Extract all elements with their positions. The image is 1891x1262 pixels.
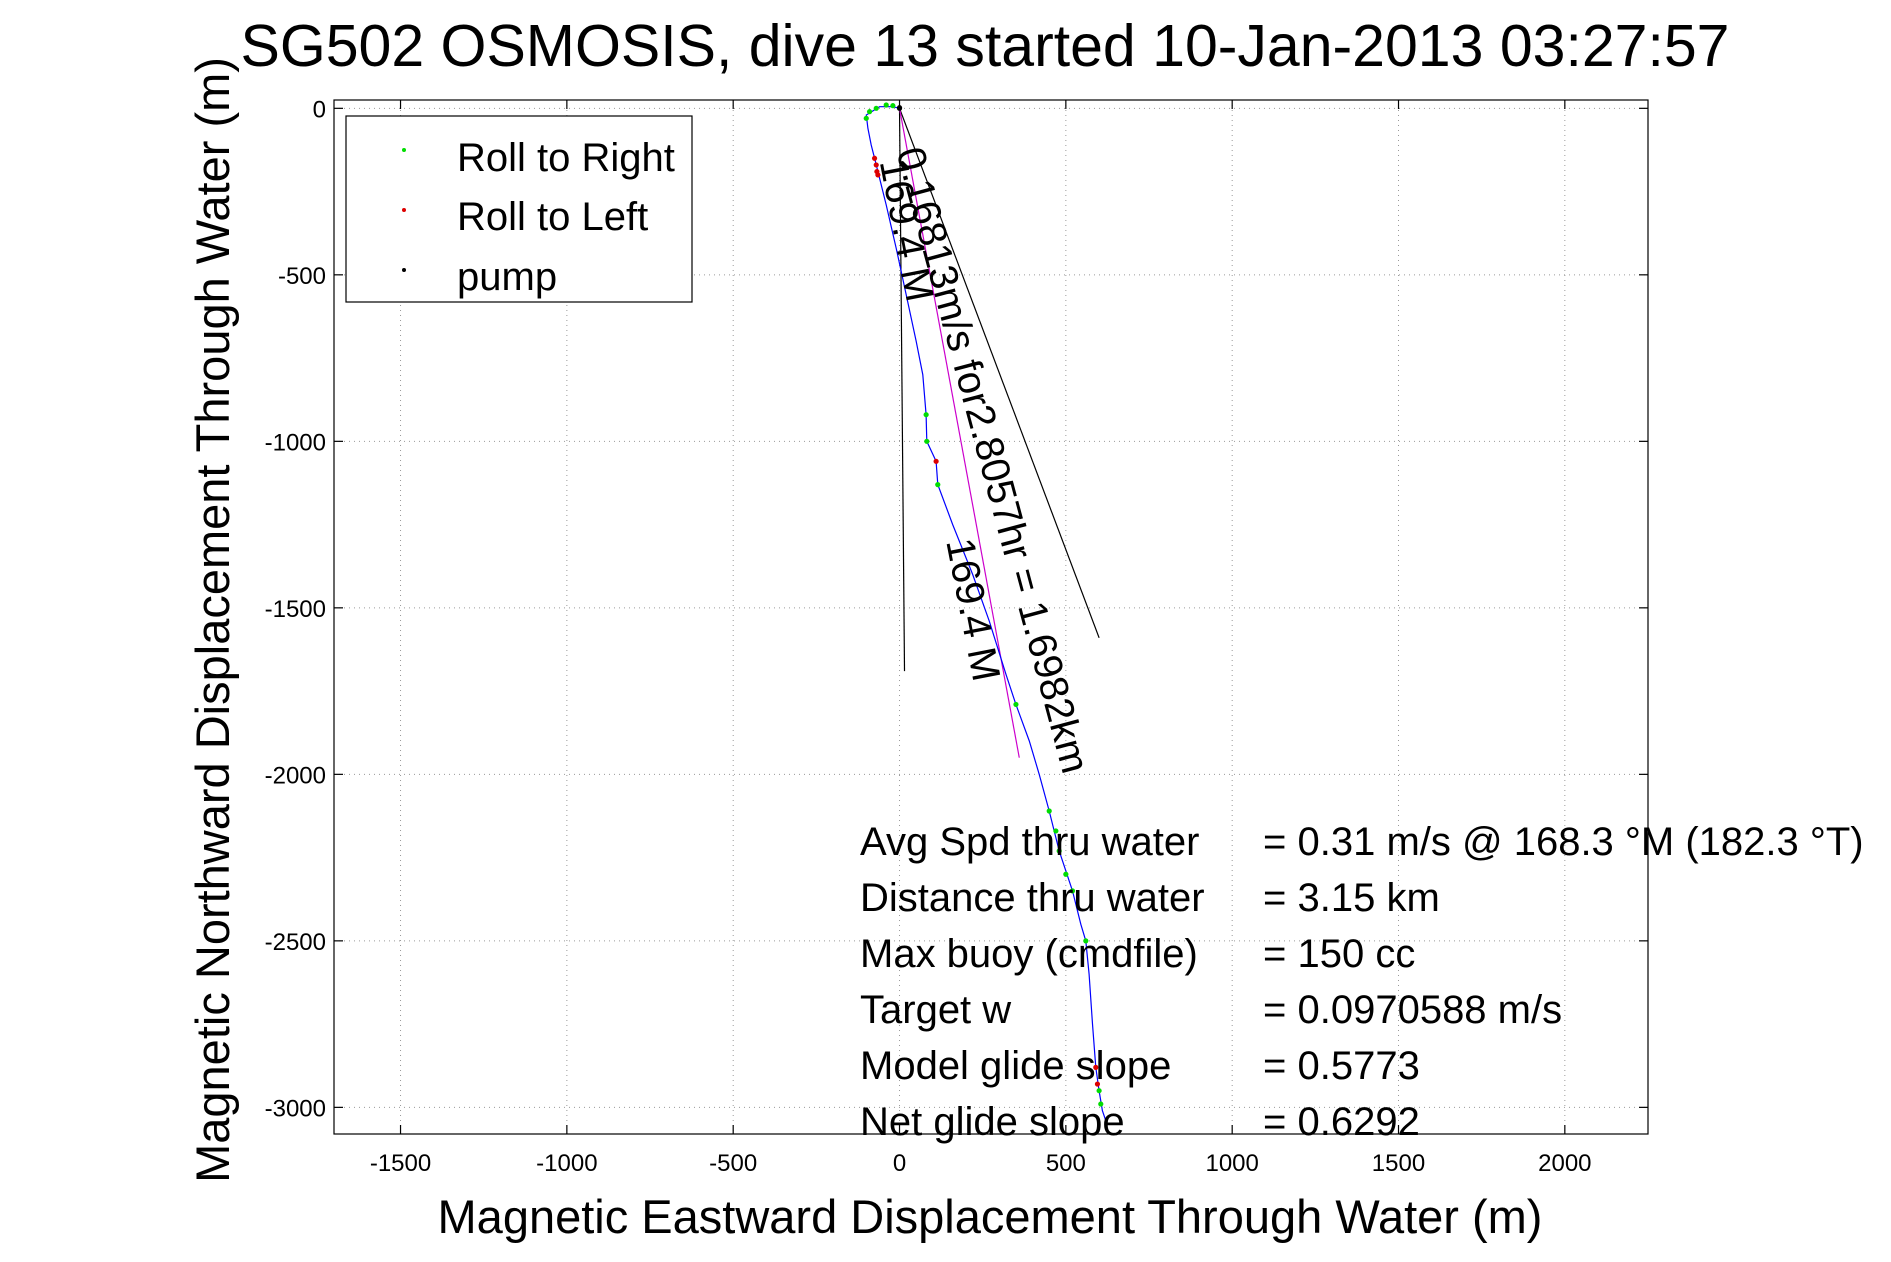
stats-block: Avg Spd thru water = 0.31 m/s @ 168.3 °M … xyxy=(860,820,1864,1144)
point-roll-to-right xyxy=(935,482,941,488)
point-roll-to-right xyxy=(1063,871,1069,877)
chart-title: SG502 OSMOSIS, dive 13 started 10-Jan-20… xyxy=(240,13,1729,79)
y-tick-label: -2500 xyxy=(265,929,326,956)
stat-label: Distance thru water xyxy=(860,876,1205,920)
reference-line xyxy=(898,108,1100,639)
x-tick-label: -500 xyxy=(709,1150,757,1177)
track-line xyxy=(865,106,1107,1121)
point-roll-to-right xyxy=(1053,828,1059,834)
point-roll-to-right xyxy=(1083,938,1089,944)
legend-label-pump: pump xyxy=(457,255,557,299)
x-tick-label: 1500 xyxy=(1372,1150,1425,1177)
point-roll-to-right xyxy=(1056,848,1062,854)
reference-line xyxy=(898,108,906,672)
plot-frame xyxy=(333,99,1649,1135)
y-tick-label: -2000 xyxy=(265,762,326,789)
stat-value: = 0.0970588 m/s xyxy=(1263,988,1562,1032)
legend-marker-pump xyxy=(402,268,406,272)
stat-label: Max buoy (cmdfile) xyxy=(860,932,1198,976)
point-roll-to-right xyxy=(1046,808,1052,814)
stat-value: = 0.5773 xyxy=(1263,1044,1420,1088)
y-tick-label: -500 xyxy=(278,263,326,290)
point-roll-to-right xyxy=(1096,1088,1102,1094)
legend-label-roll-left: Roll to Left xyxy=(457,195,648,239)
point-roll-to-left xyxy=(1094,1081,1101,1087)
point-roll-to-left xyxy=(1093,1064,1099,1070)
reference-line xyxy=(898,108,1020,758)
point-roll-to-right xyxy=(866,109,873,115)
point-roll-to-right xyxy=(890,103,896,109)
legend-marker-roll-right xyxy=(402,148,406,152)
point-roll-to-right xyxy=(1013,701,1019,708)
point-roll-to-left xyxy=(875,172,881,178)
x-tick-label: 0 xyxy=(893,1150,906,1177)
x-tick-label: -1500 xyxy=(370,1150,431,1177)
point-roll-to-right xyxy=(924,438,930,444)
stat-value: = 3.15 km xyxy=(1263,876,1440,920)
x-tick-label: 500 xyxy=(1046,1150,1086,1177)
points-layer xyxy=(863,102,1104,1107)
point-roll-to-right xyxy=(923,412,929,418)
y-tick-label: -3000 xyxy=(265,1095,326,1122)
y-ticks: 0 -500 -1000 -1500 -2000 -2500 -3000 xyxy=(265,96,1648,1122)
legend-label-roll-right: Roll to Right xyxy=(457,136,675,180)
stat-label: Target w xyxy=(860,988,1011,1032)
point-roll-to-right xyxy=(863,115,869,121)
point-roll-to-right xyxy=(873,105,879,111)
stat-value: = 0.6292 xyxy=(1263,1100,1420,1144)
point-roll-to-left xyxy=(933,458,939,464)
point-roll-to-right xyxy=(1098,1101,1104,1107)
track-layer xyxy=(865,106,1107,1121)
stat-value: = 0.31 m/s @ 168.3 °M (182.3 °T) xyxy=(1263,820,1864,864)
legend: Roll to Right Roll to Left pump xyxy=(345,115,693,303)
point-roll-to-left xyxy=(873,162,879,168)
stat-label: Avg Spd thru water xyxy=(860,820,1199,864)
y-axis-label: Magnetic Northward Displacement Through … xyxy=(186,57,239,1183)
stat-label: Net glide slope xyxy=(860,1100,1125,1144)
x-ticks: -1500 -1000 -500 0 500 1000 1500 2000 xyxy=(370,100,1592,1177)
y-tick-label: -1500 xyxy=(265,596,326,623)
x-tick-label: 2000 xyxy=(1538,1150,1591,1177)
stat-value: = 150 cc xyxy=(1263,932,1415,976)
x-axis-label: Magnetic Eastward Displacement Through W… xyxy=(438,1190,1543,1243)
legend-marker-roll-left xyxy=(402,208,406,212)
x-tick-label: -1000 xyxy=(536,1150,597,1177)
point-roll-to-left xyxy=(871,155,878,161)
y-tick-label: 0 xyxy=(313,96,326,123)
y-tick-label: -1000 xyxy=(265,429,326,456)
x-tick-label: 1000 xyxy=(1205,1150,1258,1177)
reference-lines xyxy=(898,108,1100,758)
point-roll-to-right xyxy=(883,102,889,108)
stat-label: Model glide slope xyxy=(860,1044,1171,1088)
point-roll-to-right xyxy=(1069,888,1076,894)
grid xyxy=(334,100,1648,1134)
